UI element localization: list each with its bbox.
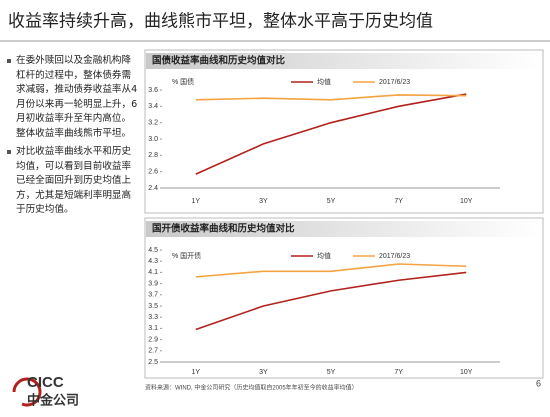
y-tick-label: 2.5 xyxy=(148,359,158,366)
y-tick-label: 2.9 xyxy=(148,336,158,343)
x-tick-label: 5Y xyxy=(327,198,336,205)
legend-label: 均值 xyxy=(317,251,331,260)
y-tick-label: 3.5 xyxy=(148,303,158,310)
x-tick-label: 1Y xyxy=(192,369,201,376)
chart-header xyxy=(146,53,542,69)
y-axis-label: % 国债 xyxy=(172,77,194,86)
x-tick-label: 10Y xyxy=(460,198,473,205)
y-tick-label: 3.2 xyxy=(148,120,158,127)
x-tick-label: 7Y xyxy=(394,198,403,205)
bullet: 对比收益率曲线水平和历史均值，可以看到目前收益率已经全面回升到历史均值上方，尤其… xyxy=(6,145,138,218)
x-tick-label: 1Y xyxy=(192,198,201,205)
logo-en: CICC xyxy=(27,374,64,391)
y-tick-label: 4.5 xyxy=(148,247,158,254)
x-tick-label: 3Y xyxy=(259,198,268,205)
chart-frame xyxy=(144,49,544,214)
legend-label: 2017/6/23 xyxy=(379,253,410,260)
series-line xyxy=(195,94,467,101)
y-tick-label: 3.3 xyxy=(148,314,158,321)
legend-label: 2017/6/23 xyxy=(379,79,410,86)
page-number: 6 xyxy=(536,378,541,388)
y-tick-label: 3.0 xyxy=(148,136,158,143)
logo-cn: 中金公司 xyxy=(27,392,79,407)
chart-frame xyxy=(144,217,544,379)
y-tick-label: 3.9 xyxy=(148,280,158,287)
y-tick-label: 3.4 xyxy=(148,103,158,110)
y-tick-label: 2.8 xyxy=(148,152,158,159)
y-tick-label: 3.6 xyxy=(148,87,158,94)
x-tick-label: 3Y xyxy=(259,369,268,376)
bullet-list: 在委外赎回以及金融机构降杠杆的过程中，整体债券需求减弱，推动债券收益率从4月份以… xyxy=(6,54,138,222)
y-tick-label: 4.3 xyxy=(148,258,158,265)
chart-title: 国开债收益率曲线和历史均值对比 xyxy=(152,223,295,235)
chart-header xyxy=(146,221,542,237)
logo-mark xyxy=(12,377,42,407)
source-note: 资料来源：WIND, 中金公司研究（历史均值取自2005年年初至今的收益率均值） xyxy=(145,384,358,392)
series-line xyxy=(195,263,467,278)
y-tick-label: 2.7 xyxy=(148,348,158,355)
y-axis-label: % 国开债 xyxy=(172,251,201,260)
chart-title: 国债收益率曲线和历史均值对比 xyxy=(152,55,286,67)
x-tick-label: 7Y xyxy=(394,369,403,376)
bullet: 在委外赎回以及金融机构降杠杆的过程中，整体债券需求减弱，推动债券收益率从4月份以… xyxy=(6,54,138,141)
y-tick-label: 3.1 xyxy=(148,325,158,332)
y-tick-label: 2.6 xyxy=(148,169,158,176)
legend-label: 均值 xyxy=(317,77,331,86)
series-line xyxy=(195,93,467,175)
y-tick-label: 3.7 xyxy=(148,292,158,299)
y-tick-label: 2.4 xyxy=(148,185,158,192)
y-tick-label: 4.1 xyxy=(148,269,158,276)
series-line xyxy=(195,271,467,331)
x-tick-label: 5Y xyxy=(327,369,336,376)
x-tick-label: 10Y xyxy=(460,369,473,376)
slide-title: 收益率持续升高，曲线熊市平坦，整体水平高于历史均值 xyxy=(8,11,433,30)
